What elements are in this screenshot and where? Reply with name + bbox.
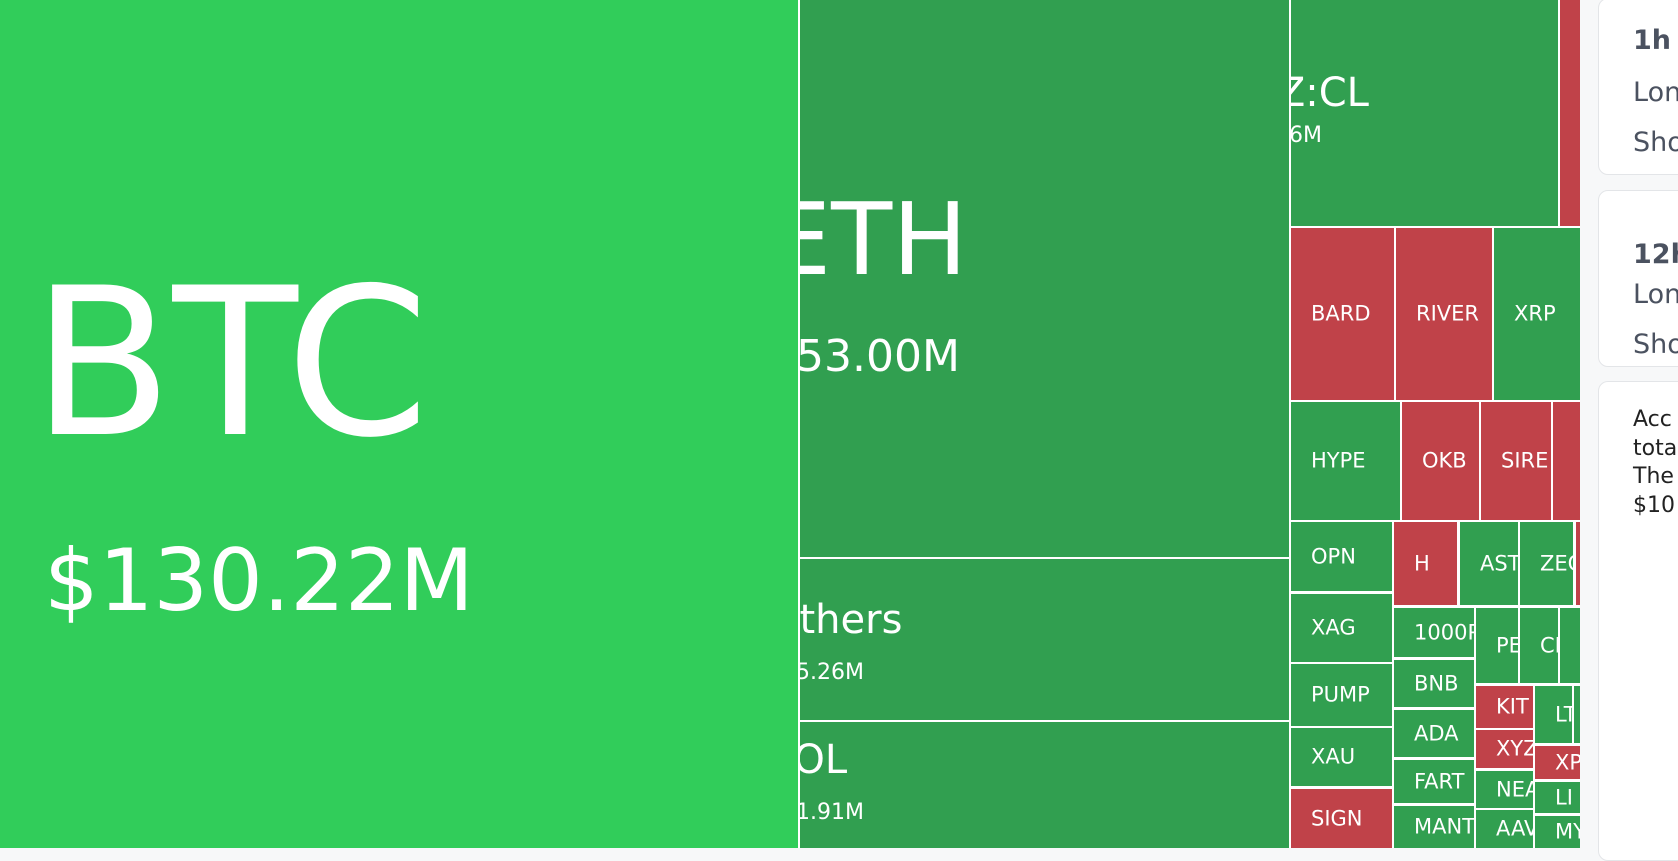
tile-symbol: ZEC [1540, 551, 1573, 575]
tile-symbol: RIVER [1416, 301, 1480, 326]
tile-symbol: HYPE [1311, 448, 1366, 473]
summary-line-2: tota [1633, 436, 1678, 461]
treemap-tile-xyz-cl[interactable]: XYZ:CL $11.76M [1291, 0, 1558, 226]
tile-symbol: SOL [800, 737, 848, 783]
tile-symbol: XRP [1514, 301, 1556, 326]
treemap-tile-ada[interactable]: ADA [1394, 710, 1474, 757]
treemap-tile-zec[interactable]: ZEC [1520, 522, 1573, 605]
treemap-tile-sol[interactable]: SOL $11.91M [800, 722, 1289, 848]
tile-liquidation-value: $11.76M [1291, 123, 1322, 148]
tile-symbol: CI [1540, 633, 1558, 657]
card-1h-title: 1h [1633, 25, 1672, 56]
card-1h-short: Sho [1633, 127, 1678, 158]
treemap-tile-pump[interactable]: PUMP [1291, 664, 1392, 726]
tile-liquidation-value: $15.26M [800, 660, 864, 685]
treemap-tile-xrp[interactable]: XRP [1494, 228, 1580, 400]
tile-symbol: XAG [1311, 615, 1356, 640]
tile-symbol: XYZ:CL [1291, 70, 1369, 116]
tile-symbol: FART [1414, 769, 1465, 793]
tile-symbol: Others [800, 597, 903, 643]
treemap-tile-nea[interactable]: NEA [1476, 771, 1533, 808]
treemap-tile-kit[interactable]: KIT [1476, 686, 1533, 728]
tile-symbol: SIRE [1501, 448, 1549, 473]
card-12h-short: Sho [1633, 329, 1678, 360]
card-12h-title: 12h [1633, 239, 1678, 270]
treemap-tile-lt[interactable]: LT [1535, 686, 1572, 743]
treemap-tile-others[interactable]: Others $15.26M [800, 559, 1289, 720]
tile-liquidation-value: $11.91M [800, 800, 864, 825]
tile-symbol: ADA [1414, 721, 1459, 745]
tile-symbol: BTC [32, 245, 429, 483]
tile-symbol: ETH [800, 181, 968, 298]
card-12h-long: Lon [1633, 279, 1678, 310]
tile-symbol: LT [1555, 702, 1572, 726]
tile-symbol: XYZ [1496, 736, 1533, 761]
treemap-tile-unlabeled[interactable] [1553, 402, 1580, 520]
treemap-tile-unlabeled[interactable] [1576, 522, 1580, 605]
tile-symbol: SIGN [1311, 806, 1363, 830]
summary-line-4: $10 [1633, 493, 1675, 518]
treemap-tile-sire[interactable]: SIRE [1481, 402, 1551, 520]
treemap-tile-my[interactable]: MY [1535, 816, 1580, 848]
tile-symbol: MANT [1414, 814, 1474, 839]
tile-symbol: AAV [1496, 816, 1533, 841]
summary-card: Acc tota The $10 [1598, 381, 1678, 861]
treemap-tile-opn[interactable]: OPN [1291, 522, 1392, 591]
treemap-tile-bard[interactable]: BARD [1291, 228, 1394, 400]
tile-symbol: XP [1555, 750, 1580, 774]
tile-symbol: 1000P [1414, 620, 1474, 644]
treemap-tile-ast[interactable]: AST [1460, 522, 1518, 605]
treemap-tile-btc[interactable]: BTC $130.22M [0, 0, 798, 848]
tile-symbol: H [1414, 551, 1430, 575]
tile-liquidation-value: $53.00M [800, 331, 960, 382]
treemap-tile-xag[interactable]: XAG [1291, 594, 1392, 662]
treemap-tile-h[interactable]: H [1394, 522, 1457, 605]
treemap-tile-ci[interactable]: CI [1520, 608, 1558, 683]
tile-liquidation-value: $130.22M [44, 531, 474, 631]
tile-symbol: AST [1480, 551, 1518, 575]
tile-symbol: NEA [1496, 777, 1533, 801]
treemap-tile-unlabeled[interactable] [1560, 0, 1580, 226]
tile-symbol: MY [1555, 819, 1580, 844]
liquidation-treemap: BTC $130.22M ETH $53.00M Others $15.26M SOL $11… [0, 0, 1580, 848]
summary-line-3: The [1633, 464, 1674, 489]
treemap-tile-sign[interactable]: SIGN [1291, 789, 1392, 848]
treemap-tile-xp[interactable]: XP [1535, 746, 1580, 779]
tile-symbol: OKB [1422, 448, 1467, 473]
treemap-tile-unlabeled[interactable] [1574, 686, 1580, 743]
treemap-tile-aav[interactable]: AAV [1476, 810, 1533, 848]
treemap-tile-mant[interactable]: MANT [1394, 806, 1474, 848]
treemap-tile-unlabeled[interactable] [1560, 608, 1580, 683]
card-1h-long: Lon [1633, 77, 1678, 108]
card-1h: 1h Lon Sho [1598, 0, 1678, 175]
treemap-tile-xyz[interactable]: XYZ [1476, 730, 1533, 768]
treemap-tile-river[interactable]: RIVER [1396, 228, 1492, 400]
tile-symbol: BNB [1414, 671, 1459, 695]
tile-symbol: PE [1496, 633, 1518, 657]
treemap-tile-fart[interactable]: FART [1394, 760, 1474, 803]
treemap-tile-pe[interactable]: PE [1476, 608, 1518, 683]
treemap-tile-li[interactable]: LI [1535, 782, 1580, 813]
treemap-tile-eth[interactable]: ETH $53.00M [800, 0, 1289, 557]
tile-symbol: OPN [1311, 544, 1356, 568]
treemap-tile-okb[interactable]: OKB [1402, 402, 1479, 520]
tile-symbol: BARD [1311, 301, 1371, 326]
tile-symbol: XAU [1311, 744, 1356, 769]
treemap-tile-1000p[interactable]: 1000P [1394, 608, 1474, 657]
treemap-tile-hype[interactable]: HYPE [1291, 402, 1400, 520]
tile-symbol: LI [1555, 785, 1573, 809]
treemap-tile-bnb[interactable]: BNB [1394, 660, 1474, 707]
card-12h: 12h Lon Sho [1598, 190, 1678, 367]
tile-symbol: KIT [1496, 694, 1529, 719]
summary-line-1: Acc [1633, 407, 1672, 432]
treemap-tile-xau[interactable]: XAU [1291, 728, 1392, 786]
tile-symbol: PUMP [1311, 682, 1370, 707]
